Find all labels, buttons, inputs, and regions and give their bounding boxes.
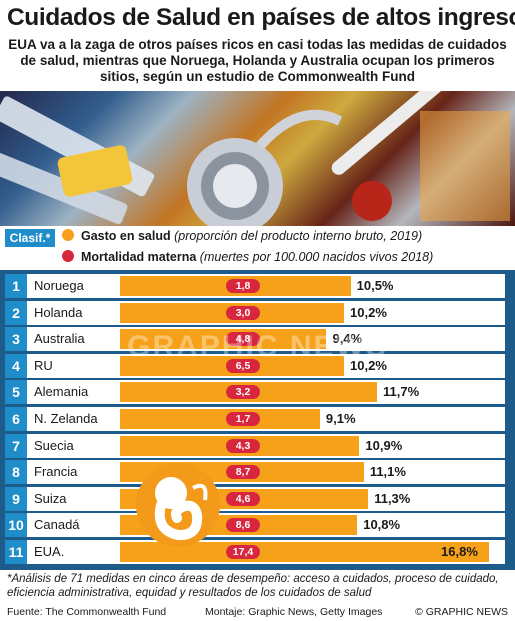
- spending-value-label: 16,8%: [441, 544, 478, 559]
- mortality-pill: 4,6: [226, 491, 260, 506]
- country-label: EUA.: [34, 544, 65, 559]
- legend-spending: Gasto en salud (proporción del producto …: [62, 229, 422, 243]
- table-row: 9 Suiza 4,6 11,3%: [5, 486, 505, 511]
- table-row: 7 Suecia 4,3 10,9%: [5, 433, 505, 458]
- legend-spending-label: Gasto en salud: [81, 229, 171, 243]
- source-credit: Fuente: The Commonwealth Fund: [7, 606, 167, 618]
- watermark: GRAPHIC NEWS: [127, 330, 388, 363]
- red-dot-icon: [62, 250, 74, 262]
- spending-value-label: 10,2%: [350, 357, 387, 373]
- rank-badge: 3: [5, 327, 27, 352]
- country-label: Suiza: [34, 490, 67, 506]
- table-row: 6 N. Zelanda 1,7 9,1%: [5, 407, 505, 431]
- mortality-pill: 8,6: [226, 518, 260, 533]
- legend-spending-note: (proporción del producto interno bruto, …: [174, 229, 423, 243]
- rank-badge: 11: [5, 540, 27, 564]
- spending-value-label: 10,5%: [356, 278, 394, 293]
- spending-bar: [120, 409, 320, 429]
- rank-badge: 5: [5, 380, 27, 405]
- rank-header: Clasif.*: [5, 229, 55, 247]
- header-photo: [0, 91, 515, 226]
- country-label: Alemania: [34, 384, 89, 400]
- country-label: Canadá: [34, 517, 80, 533]
- country-label: N. Zelanda: [34, 411, 98, 426]
- spending-value-label: 9,4%: [332, 331, 363, 347]
- mortality-pill: 17,4: [226, 545, 260, 559]
- spending-bar: [120, 329, 327, 350]
- country-label: Holanda: [34, 304, 83, 320]
- mortality-pill: 4,3: [226, 438, 260, 453]
- spending-bar: [120, 542, 490, 562]
- mortality-pill: 1,8: [226, 279, 260, 293]
- legend-mortality-label: Mortalidad materna: [81, 250, 197, 264]
- orange-dot-icon: [62, 229, 74, 241]
- legend-mortality-note: (muertes por 100.000 nacidos vivos 2018): [199, 250, 434, 264]
- table-row: 3 Australia 4,8 9,4%: [5, 327, 505, 352]
- country-label: Australia: [34, 331, 85, 347]
- table-row: 8 Francia 8,7 11,1%: [5, 460, 505, 485]
- country-label: Suecia: [34, 437, 74, 453]
- mortality-pill: 6,5: [226, 358, 260, 373]
- spending-value-label: 11,7%: [382, 384, 420, 400]
- table-row: 4 RU 6,5 10,2%: [5, 353, 505, 378]
- country-label: Francia: [34, 464, 78, 480]
- spending-value-label: 9,1%: [325, 411, 356, 426]
- chart-rows: 1 Noruega 1,8 10,5% 2 Holanda 3,0 10,2% 3 Austral…: [0, 270, 515, 570]
- legend: [0, 226, 515, 270]
- rank-badge: 7: [5, 433, 27, 458]
- rank-badge: 8: [5, 460, 27, 485]
- table-row: 5 Alemania 3,2 11,7%: [5, 380, 505, 405]
- legend-mortality: Mortalidad materna (muertes por 100.000 …: [62, 250, 433, 264]
- spending-value-label: 11,3%: [374, 490, 411, 506]
- spending-value-label: 10,8%: [363, 517, 401, 533]
- mortality-pill: 3,0: [226, 305, 260, 320]
- mortality-pill: 3,2: [226, 385, 260, 400]
- mortality-pill: 4,8: [226, 332, 260, 347]
- footer: Fuente: The Commonwealth Fund Montaje: G…: [0, 603, 515, 621]
- rank-badge: 9: [5, 486, 27, 511]
- mortality-pill: 1,7: [226, 412, 260, 426]
- rank-badge: 10: [5, 513, 27, 538]
- fetus-icon: [136, 463, 220, 547]
- country-label: Noruega: [34, 278, 84, 293]
- table-row: 10 Canadá 8,6 10,8%: [5, 513, 505, 538]
- page-subtitle: EUA va a la zaga de otros países ricos e…: [8, 37, 507, 84]
- table-row: 1 Noruega 1,8 10,5%: [5, 274, 505, 298]
- rank-badge: 2: [5, 300, 27, 325]
- country-label: RU: [34, 357, 53, 373]
- footnote: *Análisis de 71 medidas en cinco áreas d…: [7, 573, 499, 599]
- copyright-credit: © GRAPHIC NEWS: [415, 606, 508, 618]
- rank-badge: 6: [5, 407, 27, 431]
- mortality-pill: 8,7: [226, 465, 260, 480]
- montage-credit: Montaje: Graphic News, Getty Images: [205, 606, 383, 618]
- spending-value-label: 10,9%: [365, 437, 403, 453]
- table-row: 11 EUA. 17,4 16,8%: [5, 540, 505, 564]
- rank-badge: 4: [5, 353, 27, 378]
- medical-collage-illustration: [0, 91, 515, 226]
- spending-value-label: 10,2%: [350, 304, 387, 320]
- rank-badge: 1: [5, 274, 27, 298]
- table-row: 2 Holanda 3,0 10,2%: [5, 300, 505, 325]
- page-title: Cuidados de Salud en países de altos ing…: [7, 4, 515, 31]
- spending-value-label: 11,1%: [369, 464, 406, 480]
